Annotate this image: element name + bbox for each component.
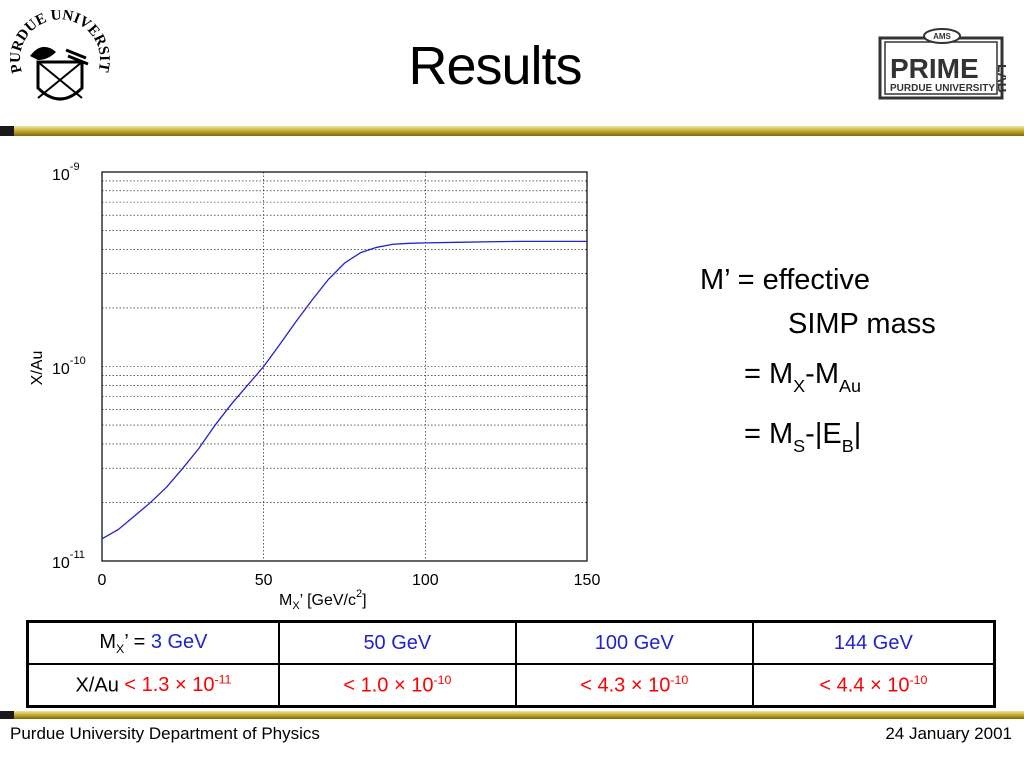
- x-tick-label: 150: [574, 572, 601, 589]
- limit-cell-50: < 1.0 × 10-10: [277, 663, 517, 708]
- y-axis-label: X/Au: [29, 351, 46, 386]
- mass-cell-50: 50 GeV: [277, 620, 517, 665]
- limit-label-cell: X/Au < 1.3 × 10-11: [26, 663, 280, 708]
- prime-lab-logo: AMS PRIME LAB PURDUE UNIVERSITY: [878, 28, 1011, 100]
- plot-frame: [101, 171, 588, 562]
- lab-text: LAB: [995, 64, 1006, 93]
- note-line-2: SIMP mass: [788, 308, 936, 340]
- mass-label-cell: MX’ = 3 GeV: [26, 620, 280, 665]
- y-tick-label-1e-10: 10-10: [52, 355, 86, 378]
- limit-cell-100: < 4.3 × 10-10: [514, 663, 754, 708]
- limit-cell-144: < 4.4 × 10-10: [751, 663, 996, 708]
- footer-department: Purdue University Department of Physics: [10, 724, 320, 743]
- purdue-seal-logo: PURDUE UNIVERSITY: [3, 0, 112, 120]
- results-chart: 0 50 100 150 10-9 10-10 10-11 MX’ [GeV/c2] …: [0, 150, 640, 620]
- note-line-1: M’ = effective: [700, 264, 871, 296]
- ams-badge-text: AMS: [933, 32, 951, 41]
- definition-notes: M’ = effective SIMP mass = MX-MAu = MS-|…: [700, 258, 1000, 466]
- table-row-mass: MX’ = 3 GeV 50 GeV 100 GeV 144 GeV: [26, 620, 996, 665]
- header-divider-bar: [0, 126, 1024, 136]
- slide-title: Results: [408, 36, 582, 96]
- equation-2: = MS-|EB|: [744, 417, 862, 456]
- x-axis-label: MX’ [GeV/c2]: [279, 588, 367, 612]
- x-tick-label: 0: [98, 572, 107, 589]
- mass-cell-144: 144 GeV: [751, 620, 996, 665]
- y-tick-label-1e-11: 10-11: [52, 549, 85, 572]
- series-curve: [101, 240, 587, 540]
- y-tick-label-1e-9: 10-9: [52, 161, 80, 184]
- table-row-limit: X/Au < 1.3 × 10-11 < 1.0 × 10-10 < 4.3 ×…: [26, 663, 996, 708]
- x-tick-label: 100: [412, 572, 439, 589]
- prime-text: PRIME: [890, 53, 979, 84]
- mass-cell-100: 100 GeV: [514, 620, 754, 665]
- x-tick-label: 50: [255, 572, 273, 589]
- purdue-university-text: PURDUE UNIVERSITY: [890, 83, 995, 94]
- results-table: MX’ = 3 GeV 50 GeV 100 GeV 144 GeV X/Au …: [26, 620, 996, 708]
- footer-date: 24 January 2001: [885, 724, 1012, 743]
- equation-1: = MX-MAu: [744, 358, 861, 396]
- footer-divider-bar: [0, 711, 1024, 719]
